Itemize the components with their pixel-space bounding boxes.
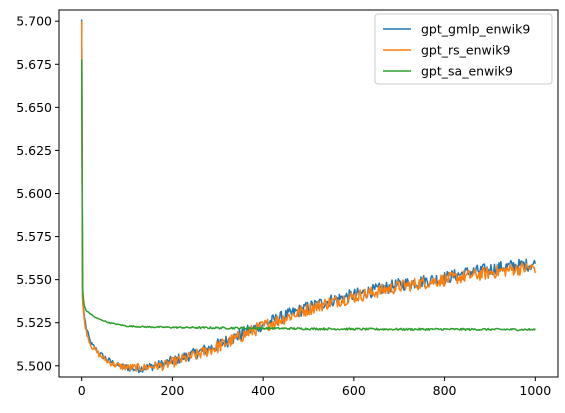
- x-axis: 0 200 400 600 800 1000: [78, 377, 551, 398]
- x-tick-label: 600: [342, 383, 366, 398]
- x-tick-label: 1000: [519, 383, 551, 398]
- x-tick-label: 800: [433, 383, 457, 398]
- series-line-gpt-rs-enwik9: [80, 21, 537, 372]
- y-tick-label: 5.650: [16, 100, 52, 115]
- legend-label: gpt_sa_enwik9: [421, 64, 513, 79]
- y-tick-label: 5.575: [16, 229, 52, 244]
- y-tick-label: 5.625: [16, 143, 52, 158]
- legend-label: gpt_rs_enwik9: [421, 43, 510, 58]
- series-line-gpt-sa-enwik9: [80, 59, 536, 332]
- series-layer: [80, 19, 537, 374]
- y-tick-label: 5.600: [16, 186, 52, 201]
- x-tick-label: 200: [160, 383, 184, 398]
- legend-box: [374, 13, 553, 85]
- y-tick-label: 5.525: [16, 315, 52, 330]
- legend: gpt_gmlp_enwik9 gpt_rs_enwik9 gpt_sa_enwik…: [374, 13, 553, 85]
- y-tick-label: 5.700: [16, 14, 52, 29]
- x-tick-label: 0: [78, 383, 86, 398]
- x-tick-label: 400: [251, 383, 275, 398]
- y-tick-label: 5.500: [16, 358, 52, 373]
- y-tick-label: 5.675: [16, 57, 52, 72]
- y-axis: 5.500 5.525 5.550 5.575 5.600 5.625 5.650 5.675…: [16, 14, 59, 373]
- y-tick-label: 5.550: [16, 272, 52, 287]
- legend-label: gpt_gmlp_enwik9: [421, 22, 530, 37]
